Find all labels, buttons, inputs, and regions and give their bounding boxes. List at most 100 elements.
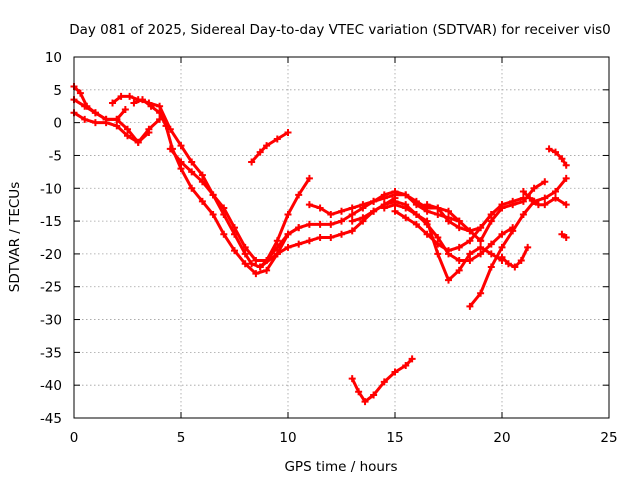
y-tick-label: -30: [40, 313, 62, 329]
data-point: [231, 224, 238, 232]
series-line: [350, 357, 414, 404]
data-point: [370, 207, 378, 215]
data-point: [519, 188, 527, 196]
data-point: [445, 276, 452, 284]
data-point: [327, 211, 335, 219]
data-point: [380, 204, 388, 212]
data-point: [423, 201, 431, 209]
data-point: [338, 230, 345, 238]
data-point: [295, 191, 303, 199]
data-point: [391, 368, 399, 376]
x-tick-label: 15: [386, 430, 403, 446]
data-point: [252, 256, 260, 264]
data-point: [102, 119, 110, 127]
data-point: [423, 220, 431, 228]
data-point: [380, 191, 388, 199]
data-point: [305, 201, 313, 209]
data-point: [391, 188, 399, 196]
series-arc-18: [498, 243, 532, 271]
data-point: [109, 99, 117, 107]
data-point: [198, 197, 206, 205]
data-point: [455, 266, 463, 274]
data-point: [198, 178, 206, 186]
data-point: [241, 243, 249, 251]
data-point: [519, 197, 527, 205]
data-point: [76, 89, 84, 97]
data-point: [145, 128, 153, 136]
data-point: [552, 188, 559, 196]
data-point: [284, 243, 292, 251]
data-point: [466, 256, 474, 264]
data-point: [91, 109, 99, 117]
data-point: [241, 260, 249, 268]
x-axis-label: GPS time / hours: [284, 459, 397, 475]
data-point: [434, 234, 442, 241]
data-point: [166, 145, 174, 153]
chart-title: Day 081 of 2025, Sidereal Day-to-day VTE…: [69, 22, 611, 38]
data-point: [188, 158, 196, 166]
data-point: [552, 148, 559, 156]
data-point: [455, 256, 463, 264]
data-point: [305, 237, 313, 245]
series-line: [250, 131, 290, 164]
y-tick-label: 0: [53, 116, 62, 132]
data-point: [498, 204, 506, 212]
data-point: [263, 266, 271, 274]
data-point: [487, 217, 495, 225]
data-point: [348, 227, 356, 235]
data-point: [138, 96, 146, 104]
data-point: [359, 201, 367, 209]
data-point: [530, 184, 538, 192]
plot-frame: [73, 56, 610, 419]
data-point: [348, 217, 356, 225]
data-point: [305, 174, 313, 182]
data-point: [361, 398, 369, 406]
data-point: [509, 201, 517, 209]
data-point: [391, 207, 399, 215]
series-arc-15: [423, 201, 506, 235]
data-point: [412, 220, 420, 228]
data-point: [402, 204, 410, 212]
series-arc-19: [519, 188, 570, 209]
x-tick-label: 10: [279, 430, 296, 446]
data-point: [477, 243, 485, 251]
data-point: [338, 207, 345, 215]
y-axis-label: SDTVAR / TECUs: [7, 182, 23, 292]
data-point: [209, 191, 217, 199]
y-tick-label: -15: [40, 214, 62, 230]
data-point: [188, 168, 196, 176]
data-point: [284, 230, 292, 238]
data-point: [198, 171, 206, 179]
data-point: [117, 92, 125, 100]
series-arc-6: [166, 145, 313, 264]
data-point: [434, 240, 442, 248]
data-point: [156, 102, 164, 110]
data-point: [284, 128, 292, 136]
data-point: [220, 204, 228, 212]
data-point: [526, 194, 534, 202]
data-point: [519, 211, 527, 219]
x-tick-label: 20: [493, 430, 510, 446]
data-point: [316, 220, 324, 228]
data-point: [81, 115, 89, 123]
series-line: [532, 176, 568, 203]
y-tick-label: -45: [40, 411, 62, 427]
data-point: [487, 263, 495, 271]
y-tick-label: -35: [40, 345, 62, 361]
series-arc-17: [477, 178, 549, 245]
data-point: [504, 260, 512, 268]
data-point: [562, 174, 570, 182]
data-point: [113, 122, 121, 130]
axis-ticks: 0 5 10 15 20 25 10 5 0 -5 -10 -15 -20 -25 -30 -35 -40 -45: [40, 50, 618, 446]
y-tick-label: -20: [40, 247, 62, 263]
data-point: [348, 375, 356, 383]
data-point: [562, 201, 570, 209]
series-arc-21: [545, 145, 570, 169]
data-point: [445, 207, 452, 215]
data-point: [134, 138, 142, 146]
data-point: [466, 302, 474, 310]
data-point: [248, 158, 256, 166]
series-line: [547, 147, 568, 167]
data-point: [121, 106, 129, 114]
data-point: [284, 211, 292, 219]
